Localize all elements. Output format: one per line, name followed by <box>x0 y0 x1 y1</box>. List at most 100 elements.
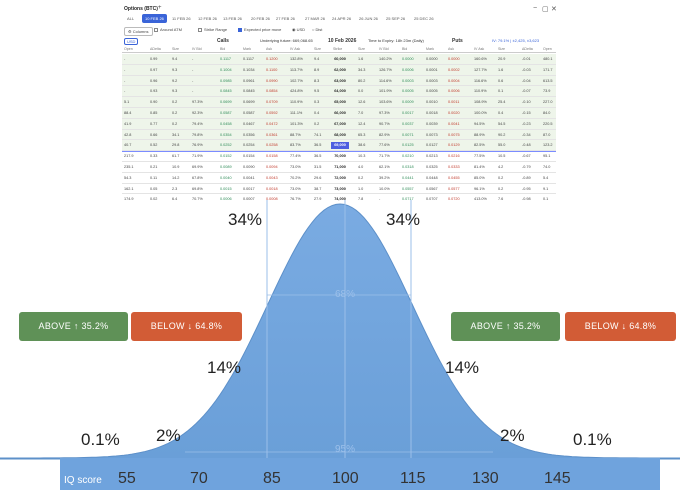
put-cell[interactable]: 0.0 <box>358 89 364 94</box>
put-cell[interactable]: -0.23 <box>522 121 531 126</box>
call-cell[interactable]: 6.4 <box>172 197 178 202</box>
put-cell[interactable]: 613.5 <box>543 78 553 83</box>
put-cell[interactable]: 0.0006 <box>402 67 414 72</box>
strike-cell[interactable]: 63,000 <box>334 78 346 83</box>
put-cell[interactable]: - <box>379 197 381 202</box>
put-cell[interactable]: 87.0 <box>543 132 551 137</box>
call-cell[interactable]: 0.66 <box>150 132 158 137</box>
above-button-left[interactable]: ABOVE ↑ 35.2% <box>19 312 128 341</box>
call-cell[interactable]: 0.1117 <box>220 57 232 61</box>
put-cell[interactable]: 123.2 <box>543 143 553 148</box>
put-cell[interactable]: 9.1 <box>543 186 549 191</box>
put-cell[interactable]: 0.0216 <box>448 154 460 159</box>
put-cell[interactable]: 480.1 <box>543 57 553 61</box>
strike-cell[interactable]: 67,000 <box>334 121 346 126</box>
call-cell[interactable]: 29.6 <box>314 175 322 180</box>
put-cell[interactable]: 110.9% <box>474 89 487 94</box>
column-header[interactable]: ΔDelta <box>150 47 161 51</box>
call-cell[interactable]: 0.11 <box>150 175 158 180</box>
minimize-icon[interactable]: − <box>533 5 538 12</box>
call-cell[interactable]: 97.3% <box>192 100 203 105</box>
column-header[interactable]: IV Ask <box>290 47 301 51</box>
strike-cell[interactable]: 74,000 <box>334 197 346 202</box>
call-cell[interactable]: 0.1034 <box>243 67 255 72</box>
call-cell[interactable]: 9.4 <box>172 57 178 61</box>
put-cell[interactable]: 0.0003 <box>426 78 438 83</box>
call-cell[interactable]: 69.8% <box>192 186 203 191</box>
expiration-tab[interactable]: 13 FEB 26 <box>223 16 242 21</box>
chain-row[interactable]: 217.9 0.33 61.7 71.9% 0.0152 0.0154 0.0158 77.4… <box>122 151 556 162</box>
call-cell[interactable]: 42.8 <box>124 132 132 137</box>
columns-button[interactable]: ⚙ Columns <box>124 27 153 36</box>
put-cell[interactable]: -0.79 <box>522 164 531 169</box>
call-cell[interactable]: 0.0845 <box>243 89 255 94</box>
call-cell[interactable]: 0.0258 <box>266 143 278 148</box>
call-cell[interactable]: 0.02 <box>150 197 158 202</box>
strike-cell[interactable]: 68,000 <box>334 132 346 137</box>
put-cell[interactable]: 96.1% <box>474 186 485 191</box>
call-cell[interactable]: 0.05 <box>150 186 158 191</box>
put-cell[interactable]: 0.0720 <box>448 197 460 202</box>
put-cell[interactable]: 114.6% <box>379 78 392 83</box>
call-cell[interactable]: 0.0152 <box>220 154 232 159</box>
column-header[interactable]: Size <box>314 47 321 51</box>
call-cell[interactable]: 0.0007 <box>243 197 255 202</box>
above-button-right[interactable]: ABOVE ↑ 35.2% <box>451 312 560 341</box>
call-cell[interactable]: 0.0040 <box>220 175 232 180</box>
call-cell[interactable]: 83.7% <box>290 143 301 148</box>
call-cell[interactable]: - <box>124 57 126 61</box>
call-cell[interactable]: 5.1 <box>124 100 130 105</box>
call-cell[interactable]: 9.3 <box>172 67 178 72</box>
call-cell[interactable]: 0.0587 <box>243 110 255 115</box>
call-cell[interactable]: 0.0709 <box>266 100 278 105</box>
put-cell[interactable]: 0.2 <box>358 175 364 180</box>
call-cell[interactable]: 0.2 <box>314 121 320 126</box>
put-cell[interactable]: 5.4 <box>543 175 549 180</box>
put-cell[interactable]: 127.7% <box>474 67 487 72</box>
put-cell[interactable]: 0.0075 <box>448 132 460 137</box>
chain-row[interactable]: 54.3 0.11 14.2 67.8% 0.0040 0.0041 0.0043 70.2%… <box>122 173 556 184</box>
call-cell[interactable]: 54.3 <box>124 175 132 180</box>
call-cell[interactable]: 9.3 <box>172 89 178 94</box>
strike-cell[interactable]: 66,000 <box>334 110 346 115</box>
call-cell[interactable]: 0.0985 <box>220 78 232 83</box>
call-cell[interactable]: 0.0699 <box>220 100 232 105</box>
put-cell[interactable]: 74.0 <box>543 164 551 169</box>
call-cell[interactable]: 0.0008 <box>266 197 278 202</box>
put-cell[interactable]: 1.6 <box>358 57 364 61</box>
put-cell[interactable]: 12.4 <box>358 121 366 126</box>
call-cell[interactable]: 0.2 <box>172 100 178 105</box>
call-cell[interactable]: 36.5 <box>314 154 322 159</box>
put-cell[interactable]: 0.0325 <box>426 164 438 169</box>
call-cell[interactable]: 67.8% <box>192 175 203 180</box>
put-cell[interactable]: 0.1 <box>498 89 504 94</box>
call-cell[interactable]: 101.3% <box>290 121 303 126</box>
put-cell[interactable]: 0.0001 <box>426 67 438 72</box>
call-cell[interactable]: 0.0158 <box>266 154 278 159</box>
close-icon[interactable]: ✕ <box>551 6 557 13</box>
call-cell[interactable]: 111.1% <box>290 110 303 115</box>
call-cell[interactable]: 88.7% <box>290 132 301 137</box>
call-cell[interactable]: 0.0089 <box>220 164 232 169</box>
put-cell[interactable]: 82.9% <box>379 132 390 137</box>
expiration-tab[interactable]: 25 DEC 26 <box>414 16 434 21</box>
call-cell[interactable]: 36.5 <box>314 143 322 148</box>
chain-row[interactable]: 162.1 0.05 2.3 69.8% 0.0015 0.0017 0.0018 73.0%… <box>122 184 556 195</box>
call-cell[interactable]: 0.0354 <box>220 132 232 137</box>
put-cell[interactable]: 0.0577 <box>448 186 460 191</box>
expiration-tab[interactable]: 25 SEP 26 <box>386 16 406 21</box>
call-cell[interactable]: 73.0% <box>290 186 301 191</box>
put-cell[interactable]: 0.0005 <box>426 89 438 94</box>
put-cell[interactable]: 0.0071 <box>402 132 414 137</box>
chain-row[interactable]: 40.7 0.52 29.8 76.9% 0.0252 0.0254 0.0258 83.7%… <box>122 140 556 152</box>
chain-row[interactable]: - 0.93 9.3 - 0.0845 0.0845 0.0854 424.8% 9.5 64,0… <box>122 86 556 98</box>
call-cell[interactable]: 70.2% <box>290 175 301 180</box>
put-cell[interactable]: 77.5% <box>474 154 485 159</box>
column-header[interactable]: Size <box>358 47 365 51</box>
put-cell[interactable]: 101.9% <box>379 89 392 94</box>
call-cell[interactable]: 0.96 <box>150 78 158 83</box>
column-header[interactable]: Mark <box>243 47 251 51</box>
chain-row[interactable]: - 0.97 9.3 - 0.1004 0.1034 0.1100 113.7% 8.9 62,0… <box>122 64 556 76</box>
put-cell[interactable]: 7.6 <box>498 197 504 202</box>
call-cell[interactable]: 88.4 <box>124 110 132 115</box>
